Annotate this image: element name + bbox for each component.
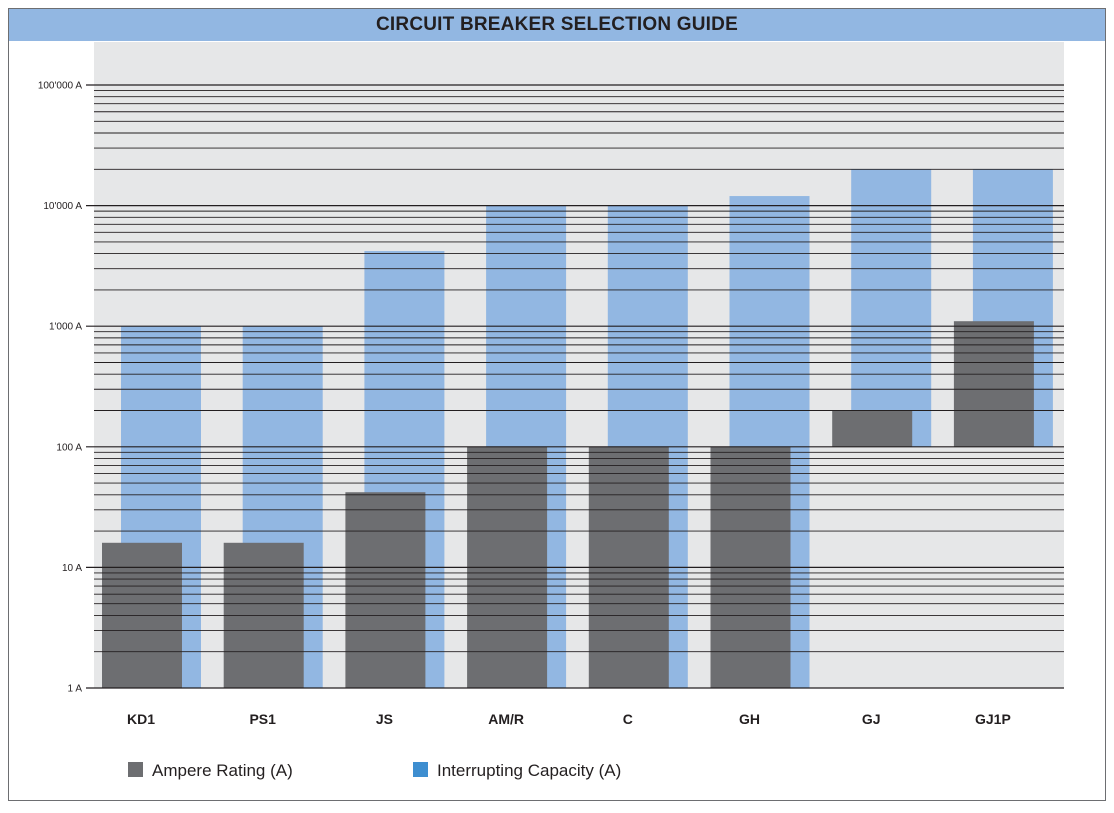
category-label: GJ1P <box>975 711 1011 727</box>
bar-capacity-gj <box>851 169 932 447</box>
category-label: KD1 <box>127 711 155 727</box>
bar-ampere-js <box>345 492 426 688</box>
category-label: JS <box>376 711 393 727</box>
chart-title-bar: CIRCUIT BREAKER SELECTION GUIDE <box>9 9 1105 41</box>
chart-title: CIRCUIT BREAKER SELECTION GUIDE <box>376 14 738 35</box>
y-tick-label: 1'000 A <box>49 322 82 333</box>
category-label: AM/R <box>488 711 524 727</box>
y-tick-label: 100'000 A <box>38 81 83 92</box>
legend-capacity-swatch <box>413 762 428 777</box>
y-tick-label: 100 A <box>56 442 82 453</box>
bar-ampere-gj1p <box>953 321 1034 447</box>
category-label: C <box>623 711 633 727</box>
y-tick-label: 1 A <box>68 684 83 695</box>
legend-capacity-label: Interrupting Capacity (A) <box>437 761 621 780</box>
bar-ampere-gj <box>832 410 913 447</box>
category-label: PS1 <box>249 711 276 727</box>
category-label: GH <box>739 711 760 727</box>
y-tick-label: 10 A <box>62 563 82 574</box>
legend-ampere-label: Ampere Rating (A) <box>152 761 293 780</box>
category-label: GJ <box>862 711 881 727</box>
y-tick-label: 10'000 A <box>43 201 82 212</box>
legend-ampere-swatch <box>128 762 143 777</box>
